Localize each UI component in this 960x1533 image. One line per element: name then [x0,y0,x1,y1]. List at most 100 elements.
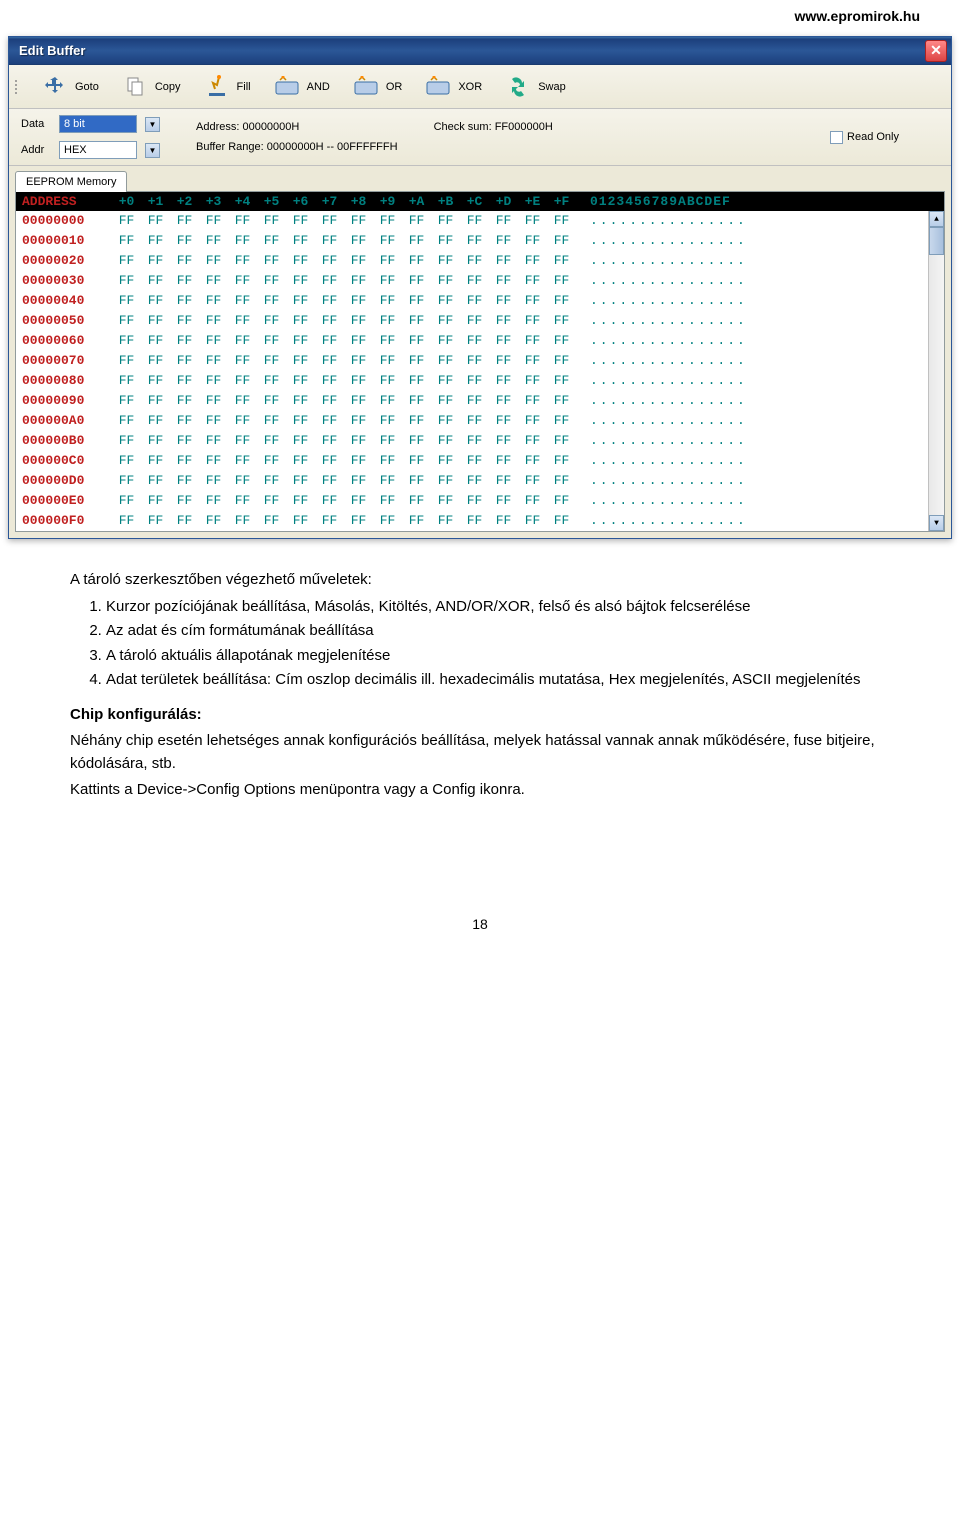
hex-byte[interactable]: FF [489,252,518,270]
hex-byte[interactable]: FF [170,372,199,390]
hex-byte[interactable]: FF [547,472,576,490]
hex-byte[interactable]: FF [228,472,257,490]
hex-byte[interactable]: FF [547,272,576,290]
hex-byte[interactable]: FF [286,272,315,290]
hex-byte[interactable]: FF [170,432,199,450]
hex-byte[interactable]: FF [257,492,286,510]
xor-button[interactable]: XOR [420,71,486,103]
hex-byte[interactable]: FF [344,392,373,410]
hex-byte[interactable]: FF [547,432,576,450]
hex-row[interactable]: 00000020FFFFFFFFFFFFFFFFFFFFFFFFFFFFFFFF… [16,251,928,271]
hex-byte[interactable]: FF [286,472,315,490]
hex-byte[interactable]: FF [402,492,431,510]
hex-byte[interactable]: FF [257,412,286,430]
or-button[interactable]: OR [348,71,407,103]
hex-byte[interactable]: FF [228,432,257,450]
hex-byte[interactable]: FF [489,292,518,310]
hex-byte[interactable]: FF [257,232,286,250]
hex-byte[interactable]: FF [547,352,576,370]
hex-byte[interactable]: FF [170,312,199,330]
hex-byte[interactable]: FF [547,372,576,390]
hex-byte[interactable]: FF [373,372,402,390]
hex-byte[interactable]: FF [199,332,228,350]
hex-byte[interactable]: FF [489,332,518,350]
hex-byte[interactable]: FF [228,372,257,390]
hex-byte[interactable]: FF [344,352,373,370]
hex-byte[interactable]: FF [460,212,489,230]
hex-byte[interactable]: FF [460,232,489,250]
hex-byte[interactable]: FF [257,392,286,410]
hex-byte[interactable]: FF [228,312,257,330]
hex-byte[interactable]: FF [315,432,344,450]
fill-button[interactable]: Fill [199,71,255,103]
hex-byte[interactable]: FF [228,392,257,410]
scroll-up-button[interactable]: ▲ [929,211,944,227]
hex-byte[interactable]: FF [199,452,228,470]
hex-byte[interactable]: FF [315,452,344,470]
hex-byte[interactable]: FF [431,412,460,430]
hex-byte[interactable]: FF [431,312,460,330]
hex-byte[interactable]: FF [141,412,170,430]
hex-byte[interactable]: FF [199,512,228,530]
hex-byte[interactable]: FF [460,392,489,410]
copy-button[interactable]: Copy [117,71,185,103]
hex-row[interactable]: 00000010FFFFFFFFFFFFFFFFFFFFFFFFFFFFFFFF… [16,231,928,251]
hex-byte[interactable]: FF [199,392,228,410]
hex-byte[interactable]: FF [518,232,547,250]
hex-row[interactable]: 000000D0FFFFFFFFFFFFFFFFFFFFFFFFFFFFFFFF… [16,471,928,491]
hex-byte[interactable]: FF [315,332,344,350]
hex-byte[interactable]: FF [257,272,286,290]
hex-row[interactable]: 000000B0FFFFFFFFFFFFFFFFFFFFFFFFFFFFFFFF… [16,431,928,451]
hex-byte[interactable]: FF [286,292,315,310]
hex-byte[interactable]: FF [228,212,257,230]
hex-byte[interactable]: FF [373,292,402,310]
hex-byte[interactable]: FF [286,212,315,230]
hex-byte[interactable]: FF [141,252,170,270]
hex-byte[interactable]: FF [518,472,547,490]
hex-byte[interactable]: FF [286,412,315,430]
hex-byte[interactable]: FF [315,492,344,510]
hex-row[interactable]: 000000F0FFFFFFFFFFFFFFFFFFFFFFFFFFFFFFFF… [16,511,928,531]
hex-byte[interactable]: FF [228,412,257,430]
hex-row[interactable]: 00000060FFFFFFFFFFFFFFFFFFFFFFFFFFFFFFFF… [16,331,928,351]
hex-byte[interactable]: FF [402,512,431,530]
scroll-down-button[interactable]: ▼ [929,515,944,531]
hex-byte[interactable]: FF [460,492,489,510]
hex-byte[interactable]: FF [460,372,489,390]
hex-byte[interactable]: FF [460,452,489,470]
hex-byte[interactable]: FF [518,312,547,330]
hex-byte[interactable]: FF [141,212,170,230]
hex-byte[interactable]: FF [344,272,373,290]
hex-byte[interactable]: FF [112,232,141,250]
hex-byte[interactable]: FF [518,292,547,310]
hex-byte[interactable]: FF [402,472,431,490]
hex-byte[interactable]: FF [170,352,199,370]
hex-byte[interactable]: FF [344,312,373,330]
vertical-scrollbar[interactable]: ▲ ▼ [928,211,944,531]
hex-byte[interactable]: FF [170,252,199,270]
hex-byte[interactable]: FF [315,392,344,410]
hex-byte[interactable]: FF [344,472,373,490]
hex-row[interactable]: 00000040FFFFFFFFFFFFFFFFFFFFFFFFFFFFFFFF… [16,291,928,311]
hex-byte[interactable]: FF [315,292,344,310]
hex-byte[interactable]: FF [141,392,170,410]
hex-byte[interactable]: FF [112,432,141,450]
hex-byte[interactable]: FF [431,212,460,230]
hex-byte[interactable]: FF [315,252,344,270]
hex-byte[interactable]: FF [315,372,344,390]
hex-byte[interactable]: FF [431,432,460,450]
hex-byte[interactable]: FF [228,512,257,530]
hex-byte[interactable]: FF [112,472,141,490]
hex-byte[interactable]: FF [199,472,228,490]
hex-byte[interactable]: FF [344,432,373,450]
goto-button[interactable]: Goto [37,71,103,103]
hex-byte[interactable]: FF [431,372,460,390]
readonly-checkbox[interactable] [830,131,843,144]
hex-row[interactable]: 00000090FFFFFFFFFFFFFFFFFFFFFFFFFFFFFFFF… [16,391,928,411]
hex-byte[interactable]: FF [170,412,199,430]
hex-byte[interactable]: FF [199,212,228,230]
hex-byte[interactable]: FF [112,352,141,370]
hex-byte[interactable]: FF [199,412,228,430]
hex-byte[interactable]: FF [402,332,431,350]
hex-byte[interactable]: FF [344,452,373,470]
